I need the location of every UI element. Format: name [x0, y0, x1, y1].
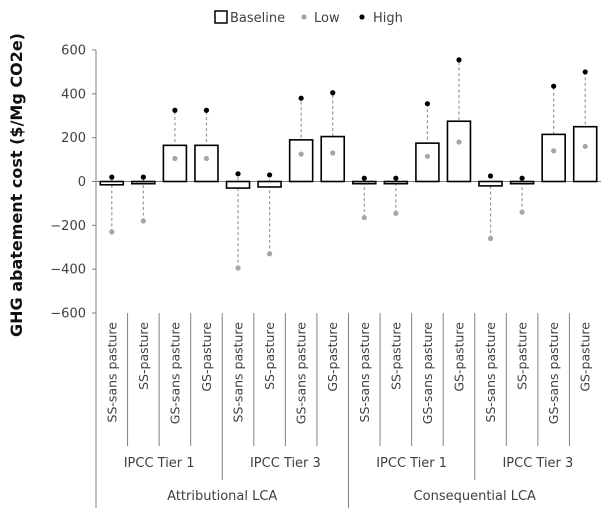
high-point	[266, 172, 273, 178]
high-point	[361, 175, 367, 181]
high-point	[582, 69, 588, 75]
low-point	[203, 155, 210, 162]
high-point	[393, 175, 399, 181]
category-label: GS-pasture	[199, 322, 214, 392]
low-point	[298, 151, 304, 157]
bar	[257, 180, 282, 188]
y-tick-label: 400	[61, 87, 86, 102]
legend-baseline-marker	[214, 10, 228, 24]
y-tick-label: −400	[50, 263, 86, 278]
category-label: GS-sans pasture	[167, 322, 182, 425]
bar	[541, 133, 566, 183]
bar	[446, 120, 472, 183]
low-point	[456, 139, 462, 145]
category-label: SS-pasture	[262, 322, 277, 390]
bar	[415, 142, 440, 183]
category-label: SS-sans pasture	[231, 322, 246, 423]
low-point	[551, 148, 557, 154]
category-label: GS-sans pasture	[294, 322, 309, 425]
points	[109, 57, 588, 271]
category-label: GS-pasture	[578, 322, 593, 392]
high-point	[519, 175, 525, 181]
category-label: GS-sans pasture	[420, 322, 435, 425]
category-label: SS-sans pasture	[104, 322, 119, 423]
low-point	[424, 153, 431, 159]
bar	[288, 139, 314, 183]
group-label-lca: Consequential LCA	[414, 489, 537, 504]
high-point	[172, 107, 178, 113]
low-point	[330, 150, 336, 156]
low-point	[140, 218, 146, 224]
category-labels: SS-sans pasture SS-pasture GS-sans pasture…	[104, 322, 592, 425]
high-point	[140, 174, 146, 180]
y-tick-label: 600	[61, 44, 86, 59]
high-point	[424, 101, 431, 107]
high-point	[298, 95, 304, 101]
bar	[320, 135, 346, 183]
low-point	[235, 265, 241, 271]
category-label: SS-pasture	[515, 322, 530, 390]
category-label: GS-sans pasture	[546, 322, 561, 425]
legend-low-marker	[301, 14, 307, 20]
axes	[92, 49, 601, 508]
bars	[99, 120, 598, 189]
legend-baseline-label: Baseline	[230, 11, 285, 26]
legend-low-label: Low	[314, 11, 340, 26]
group-label-tier: IPCC Tier 1	[376, 456, 447, 471]
y-tick-labels: 600 400 200 0 −200 −400 −600	[50, 44, 86, 322]
low-point	[109, 229, 115, 235]
category-label: GS-pasture	[451, 322, 466, 392]
low-point	[172, 155, 178, 162]
group-labels: IPCC Tier 1 IPCC Tier 3 IPCC Tier 1 IPCC Ti…	[124, 456, 574, 504]
high-point	[203, 107, 210, 113]
group-label-tier: IPCC Tier 1	[124, 456, 195, 471]
category-label: SS-pasture	[388, 322, 403, 390]
category-label: SS-sans pasture	[483, 322, 498, 423]
bar	[572, 125, 598, 183]
group-label-tier: IPCC Tier 3	[502, 456, 573, 471]
bar	[478, 180, 503, 187]
low-point	[582, 143, 588, 150]
category-label: SS-pasture	[136, 322, 151, 390]
bar	[194, 144, 219, 183]
y-tick-label: −200	[50, 219, 86, 234]
group-label-tier: IPCC Tier 3	[250, 456, 321, 471]
y-tick-label: −600	[50, 307, 86, 322]
high-point	[109, 174, 115, 180]
high-point	[456, 57, 462, 63]
low-point	[393, 210, 399, 216]
low-point	[361, 215, 367, 221]
high-point	[551, 83, 557, 89]
bar	[99, 180, 125, 186]
legend: Baseline Low High	[214, 10, 403, 26]
y-tick-label: 0	[78, 175, 86, 190]
y-tick-label: 200	[61, 131, 86, 146]
low-point	[487, 235, 494, 242]
high-point	[330, 90, 336, 96]
high-point	[487, 173, 494, 179]
bar	[509, 180, 535, 185]
group-label-lca: Attributional LCA	[167, 489, 277, 504]
bar	[131, 180, 156, 185]
y-axis-label: GHG abatement cost ($/Mg CO2e)	[7, 33, 26, 337]
low-point	[266, 251, 273, 257]
legend-high-marker	[359, 14, 365, 20]
legend-high-label: High	[373, 11, 403, 26]
category-label: SS-sans pasture	[357, 322, 372, 423]
bar	[351, 180, 377, 185]
bar	[383, 180, 409, 185]
bar	[162, 144, 188, 183]
low-point	[519, 209, 525, 215]
high-point	[235, 171, 241, 177]
category-label: GS-pasture	[325, 322, 340, 392]
bar	[225, 180, 251, 189]
